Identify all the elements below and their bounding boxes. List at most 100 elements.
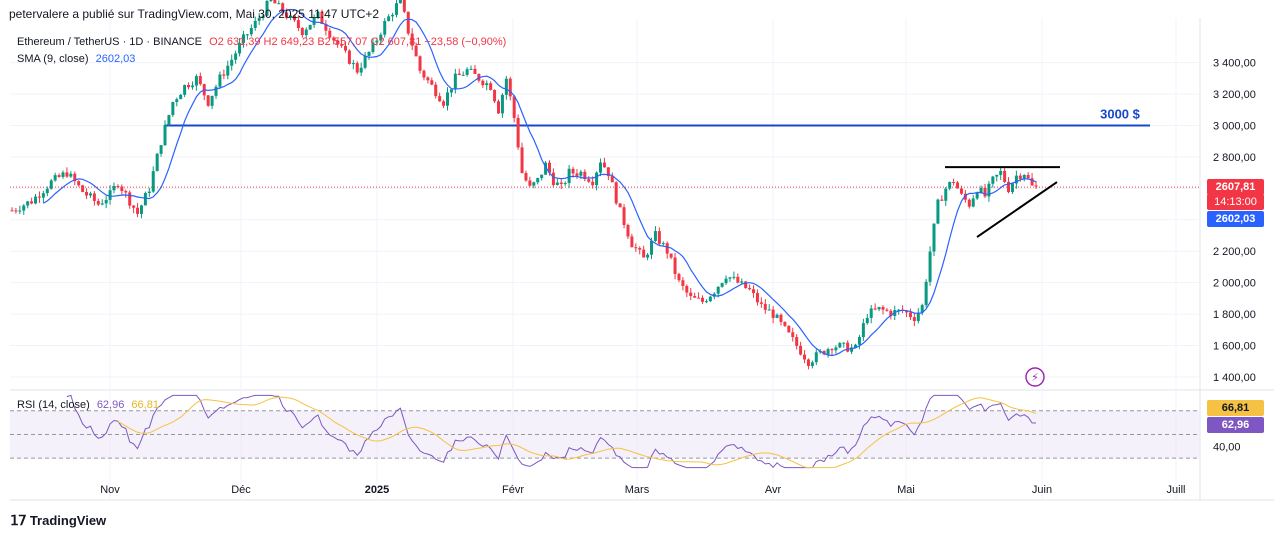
candle-body: [704, 301, 708, 303]
candle-body: [375, 40, 379, 43]
candle: [465, 67, 469, 77]
candle: [606, 167, 610, 181]
candle-body: [610, 176, 614, 183]
candle-body: [571, 168, 575, 174]
candle: [861, 318, 865, 341]
candle-body: [763, 303, 767, 310]
candle-body: [261, 15, 265, 18]
candle: [908, 308, 912, 321]
candle: [343, 41, 347, 53]
candle-body: [814, 352, 818, 363]
candle-body: [752, 289, 756, 294]
candle-body: [877, 306, 881, 310]
candle-body: [30, 201, 34, 204]
candle-body: [214, 86, 218, 96]
candle-body: [618, 203, 622, 208]
candle: [312, 14, 316, 28]
candle-body: [410, 33, 414, 46]
candle-body: [367, 51, 371, 56]
candle-body: [49, 180, 53, 189]
candle-body: [673, 257, 677, 274]
candle-body: [987, 183, 991, 197]
candle: [834, 345, 838, 354]
candle: [112, 182, 116, 194]
candle-body: [555, 182, 559, 186]
candle-body: [810, 362, 814, 366]
candle-body: [983, 187, 987, 197]
symbol-label: Ethereum / TetherUS · 1D · BINANCE: [17, 36, 203, 48]
candle-body: [971, 198, 975, 207]
candle-body: [308, 24, 312, 30]
candle: [379, 32, 383, 46]
rsi-line: [66, 394, 1037, 469]
candle-body: [991, 176, 995, 184]
sma-price-tag: 2602,03: [1207, 211, 1264, 227]
candle: [96, 198, 100, 206]
candle-body: [661, 243, 665, 245]
candle: [81, 184, 85, 193]
candle: [967, 198, 971, 209]
candle-body: [92, 193, 96, 201]
candle: [136, 202, 140, 218]
candle-body: [457, 73, 461, 76]
candle: [830, 347, 834, 356]
candle: [532, 181, 536, 189]
candle: [500, 93, 504, 118]
candle: [175, 97, 179, 107]
candle: [292, 14, 296, 23]
candle: [869, 304, 873, 324]
candle-body: [336, 40, 340, 45]
candle: [865, 313, 869, 325]
candle-body: [394, 3, 398, 15]
candle-body: [253, 20, 257, 29]
candle: [987, 181, 991, 202]
candle: [622, 204, 626, 229]
candle-body: [999, 170, 1003, 175]
candle-body: [838, 343, 842, 348]
candle: [206, 94, 210, 107]
candle-body: [496, 101, 500, 114]
candle-body: [265, 0, 269, 16]
candle-body: [540, 174, 544, 179]
candle-body: [861, 323, 865, 338]
candle-body: [10, 210, 14, 212]
candle: [685, 284, 689, 298]
publish-header: petervalere a publié sur TradingView.com…: [9, 7, 380, 21]
candle-body: [944, 188, 948, 201]
candle: [653, 226, 657, 243]
candle-body: [53, 175, 57, 181]
tradingview-footer[interactable]: 𝟣𝟩 TradingView: [10, 512, 106, 529]
y-tick-label: 2 800,00: [1213, 152, 1256, 164]
candle: [222, 69, 226, 80]
candle: [952, 178, 956, 186]
candle: [108, 185, 112, 205]
candle: [183, 84, 187, 98]
candle: [673, 252, 677, 280]
candle: [618, 203, 622, 208]
candle-body: [426, 77, 430, 81]
candle: [693, 292, 697, 298]
candle-body: [14, 210, 18, 212]
rsi-legend[interactable]: RSI (14, close) 62,96 66,81: [17, 399, 163, 411]
candle-body: [387, 16, 391, 21]
candle: [496, 99, 500, 114]
candle-body: [147, 191, 151, 193]
candle: [575, 169, 579, 179]
candle: [18, 205, 22, 215]
candle-body: [96, 200, 100, 205]
candle-body: [1010, 183, 1014, 193]
sma-legend[interactable]: SMA (9, close) 2602,03: [17, 53, 139, 65]
candle: [124, 189, 128, 198]
candle-body: [850, 347, 854, 352]
candle: [999, 166, 1003, 180]
candle: [45, 186, 49, 197]
candle-body: [379, 34, 383, 41]
candle: [924, 279, 928, 308]
candle-body: [689, 292, 693, 297]
candle: [445, 87, 449, 111]
candle-body: [548, 162, 552, 173]
candle: [634, 243, 638, 252]
candle-body: [300, 27, 304, 36]
candle-body: [889, 310, 893, 316]
